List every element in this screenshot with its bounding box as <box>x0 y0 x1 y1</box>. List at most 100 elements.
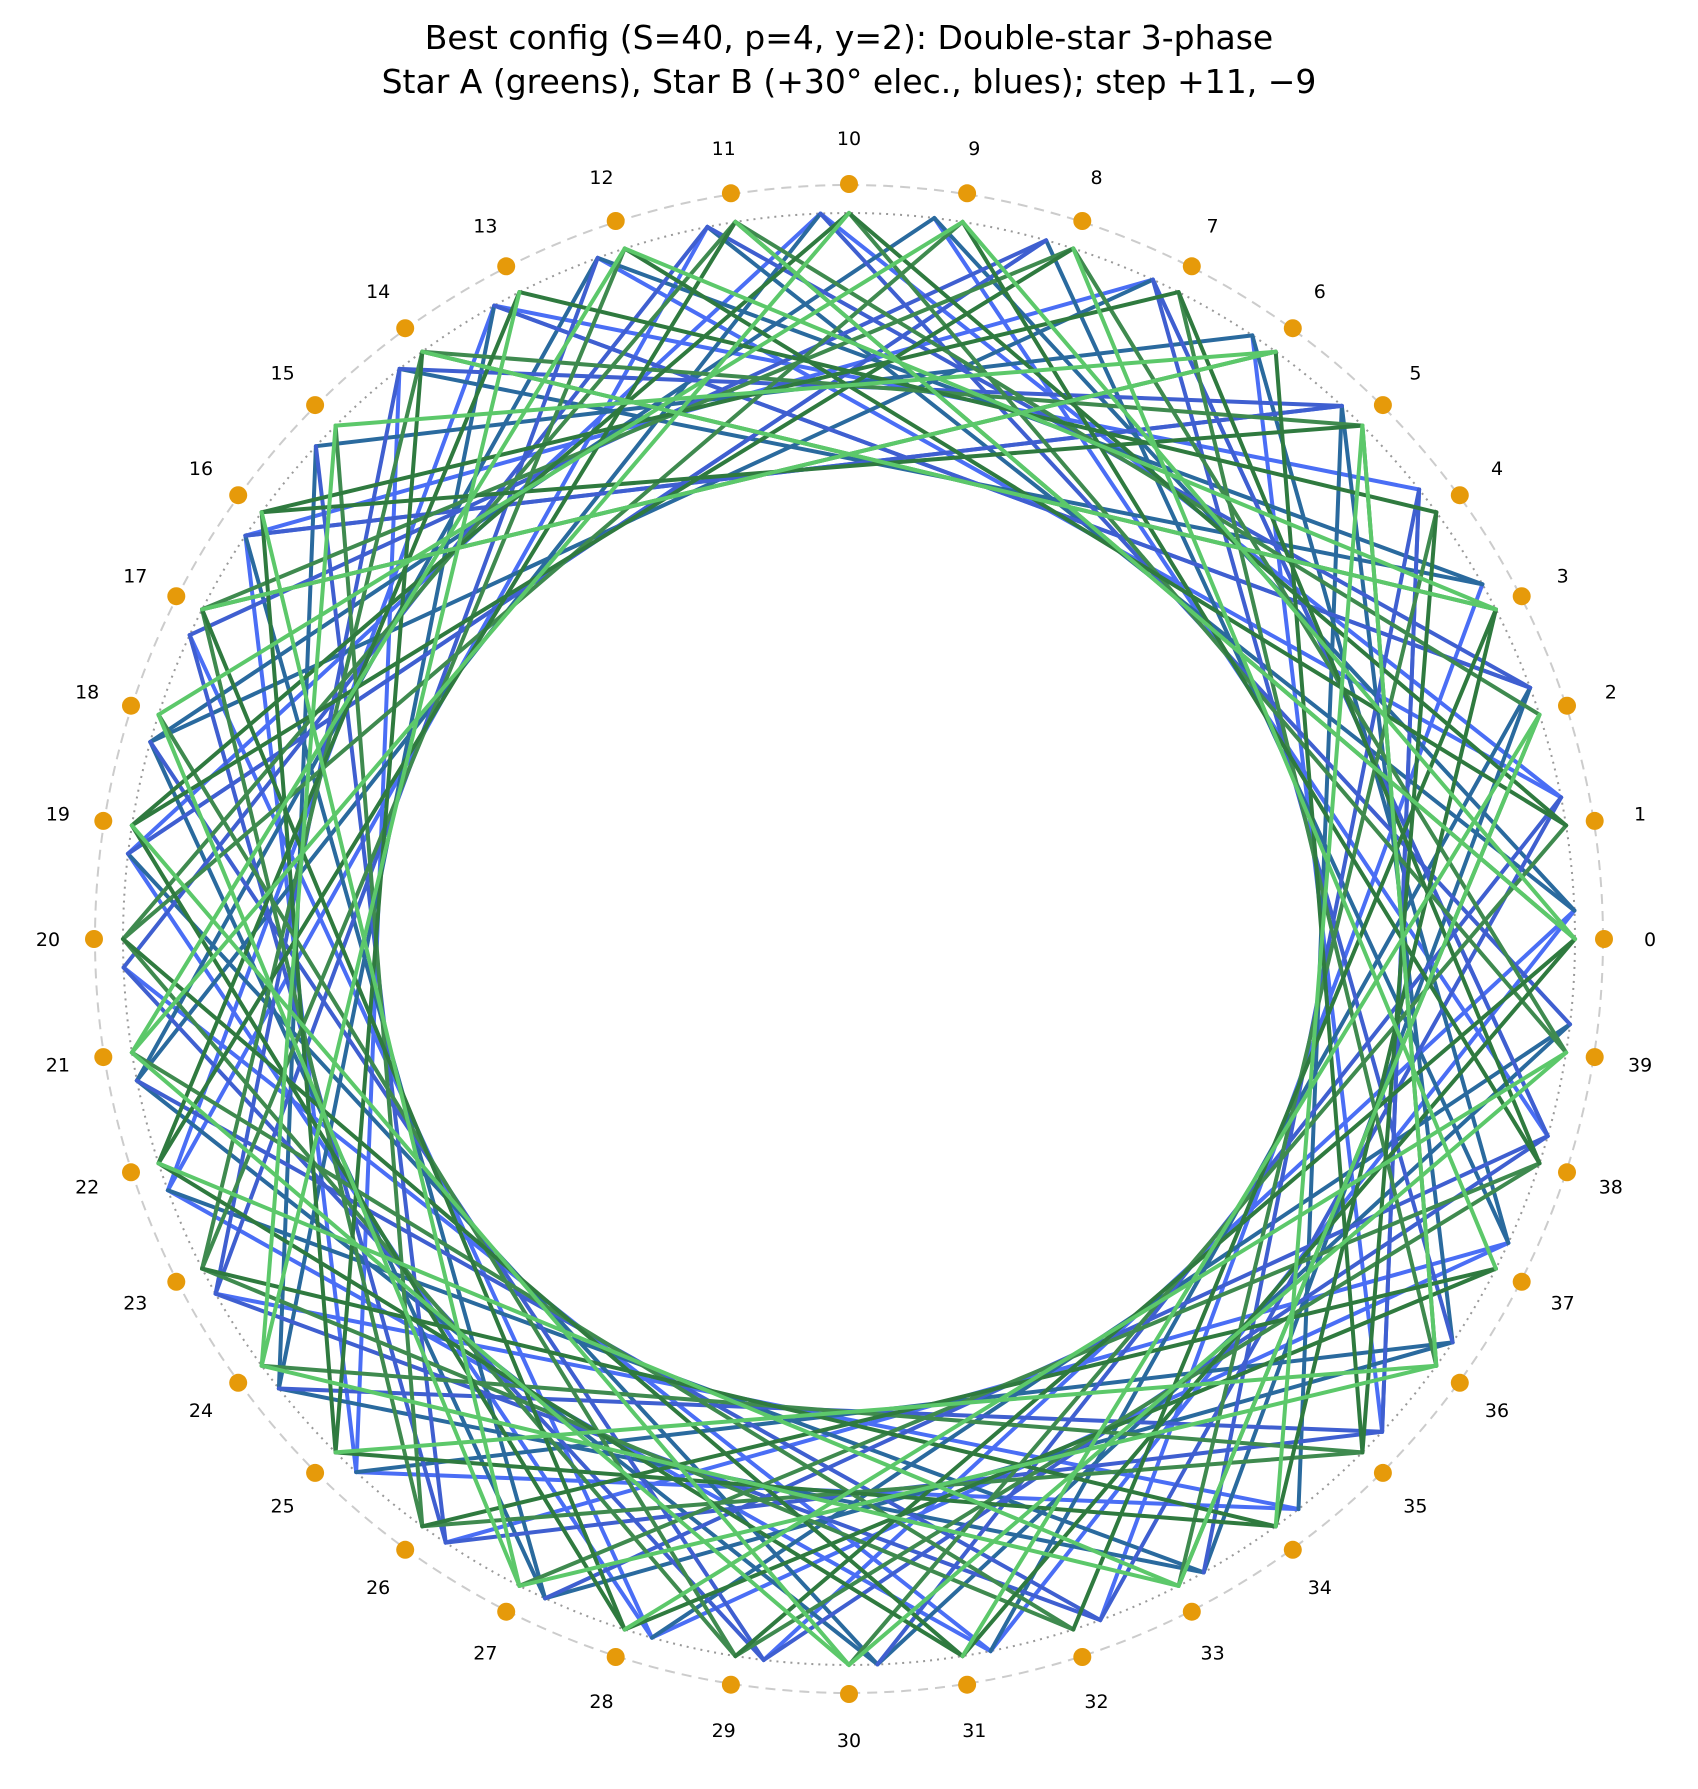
chart-title-line-2: Star A (greens), Star B (+30° elec., blu… <box>381 62 1317 101</box>
coil-chord-star-a-phase-2 <box>156 1161 1181 1588</box>
coil-chord-star-a-phase-2 <box>960 712 1542 1659</box>
slot-label-27: 27 <box>473 1643 497 1665</box>
slot-dot-13 <box>497 257 516 276</box>
coil-chord-star-a-phase-2 <box>333 1363 1439 1455</box>
coil-chord-star-a-phase-2 <box>847 1050 1569 1667</box>
coil-chord-star-a-phase-2 <box>1360 423 1439 1368</box>
coil-chord-star-a-phase-0 <box>200 246 1076 612</box>
slot-dot-37 <box>1512 1272 1531 1291</box>
coil-chord-star-a-phase-2 <box>129 1050 851 1667</box>
slot-dot-8 <box>1073 212 1092 230</box>
slot-label-31: 31 <box>962 1720 986 1742</box>
slot-label-5: 5 <box>1409 363 1421 385</box>
coil-chord-star-a-phase-1 <box>200 607 627 1632</box>
slot-label-9: 9 <box>968 138 980 160</box>
slot-label-3: 3 <box>1557 565 1569 587</box>
slot-dot-7 <box>1182 257 1201 276</box>
slot-dot-27 <box>497 1602 516 1621</box>
coil-chord-star-a-phase-0 <box>121 219 965 941</box>
slot-dot-31 <box>958 1675 977 1694</box>
slot-label-8: 8 <box>1090 167 1102 189</box>
winding-chords <box>121 211 1577 1667</box>
slot-label-36: 36 <box>1485 1400 1509 1422</box>
slot-dot-34 <box>1283 1540 1302 1559</box>
slot-dot-6 <box>1283 319 1302 338</box>
slot-label-33: 33 <box>1201 1643 1225 1665</box>
coil-chord-star-a-phase-0 <box>121 219 738 941</box>
coil-chord-star-a-phase-2 <box>420 349 1498 612</box>
coil-chord-star-a-phase-2 <box>733 219 1577 941</box>
coil-chord-star-a-phase-0 <box>121 937 738 1659</box>
slot-dot-28 <box>606 1648 625 1666</box>
coil-chord-star-a-phase-1 <box>847 211 1569 828</box>
slot-label-21: 21 <box>46 1054 70 1076</box>
slot-label-12: 12 <box>589 167 613 189</box>
slot-label-2: 2 <box>1605 682 1617 704</box>
coil-chord-star-a-phase-1 <box>129 211 851 828</box>
coil-chord-star-a-phase-1 <box>622 1266 1498 1632</box>
slot-label-24: 24 <box>189 1400 213 1422</box>
slot-label-35: 35 <box>1403 1495 1427 1517</box>
slot-dot-23 <box>167 1272 186 1291</box>
slot-label-16: 16 <box>189 458 213 480</box>
slot-dot-22 <box>122 1163 140 1182</box>
slot-dot-15 <box>306 396 325 415</box>
slot-label-18: 18 <box>75 682 99 704</box>
slot-label-10: 10 <box>837 128 861 150</box>
slot-dot-30 <box>840 1685 858 1703</box>
slot-dot-36 <box>1450 1373 1469 1392</box>
slot-label-13: 13 <box>473 215 497 237</box>
coil-chord-star-a-phase-0 <box>847 823 1569 1667</box>
coil-chord-star-a-phase-1 <box>1176 290 1542 1166</box>
slot-dot-18 <box>122 696 140 715</box>
slot-label-23: 23 <box>123 1293 147 1315</box>
coil-chord-star-a-phase-1 <box>960 219 1542 1166</box>
slot-dot-0 <box>1595 930 1613 948</box>
slot-dot-38 <box>1558 1163 1576 1182</box>
slot-label-30: 30 <box>837 1730 861 1752</box>
slot-label-7: 7 <box>1207 215 1219 237</box>
coil-chord-star-a-phase-0 <box>333 423 425 1529</box>
slot-dot-32 <box>1073 1648 1092 1666</box>
coil-chord-star-a-phase-0 <box>129 1050 1076 1632</box>
coil-chord-star-a-phase-1 <box>1071 607 1498 1632</box>
slot-label-22: 22 <box>75 1177 99 1199</box>
coil-chord-star-a-phase-1 <box>129 246 1076 828</box>
slot-dot-21 <box>94 1048 113 1067</box>
slot-dot-25 <box>306 1463 325 1482</box>
slot-dot-12 <box>606 212 625 230</box>
coil-chord-star-a-phase-0 <box>1176 290 1439 1368</box>
coil-chord-star-a-phase-1 <box>156 219 738 1166</box>
coil-chord-star-a-phase-2 <box>200 349 1278 612</box>
coil-chord-star-a-phase-2 <box>622 1050 1569 1632</box>
coil-chord-star-a-phase-2 <box>1176 712 1542 1588</box>
slot-label-15: 15 <box>271 363 295 385</box>
coil-chord-star-a-phase-2 <box>129 211 851 1055</box>
slot-dot-20 <box>85 930 103 948</box>
coil-chord-star-a-phase-0 <box>1176 510 1439 1588</box>
coil-chord-star-a-phase-1 <box>420 1266 1498 1529</box>
coil-chord-star-a-phase-2 <box>517 1363 1439 1588</box>
coil-chord-star-a-phase-2 <box>960 219 1577 941</box>
slot-label-20: 20 <box>36 929 60 951</box>
coil-chord-star-a-phase-0 <box>259 1363 1365 1455</box>
coil-chord-star-a-phase-0 <box>200 1266 1076 1632</box>
slot-label-28: 28 <box>589 1691 613 1713</box>
slot-dot-24 <box>229 1373 248 1392</box>
slot-label-25: 25 <box>271 1495 295 1517</box>
coil-chord-star-a-phase-1 <box>333 349 425 1455</box>
coil-chord-star-a-phase-1 <box>259 510 338 1455</box>
slot-dot-33 <box>1182 1602 1201 1621</box>
coil-chord-star-a-phase-2 <box>259 1363 1181 1588</box>
coil-chord-star-a-phase-0 <box>156 712 738 1659</box>
coil-chord-star-a-phase-1 <box>156 290 522 1166</box>
slot-label-32: 32 <box>1084 1691 1108 1713</box>
coil-chord-star-a-phase-1 <box>259 423 1365 515</box>
slot-label-38: 38 <box>1599 1177 1623 1199</box>
slot-label-19: 19 <box>46 804 70 826</box>
slot-dot-9 <box>958 184 977 203</box>
slot-label-4: 4 <box>1491 458 1503 480</box>
coil-chord-star-a-phase-2 <box>1273 423 1365 1529</box>
coil-chord-star-a-phase-1 <box>733 937 1577 1659</box>
